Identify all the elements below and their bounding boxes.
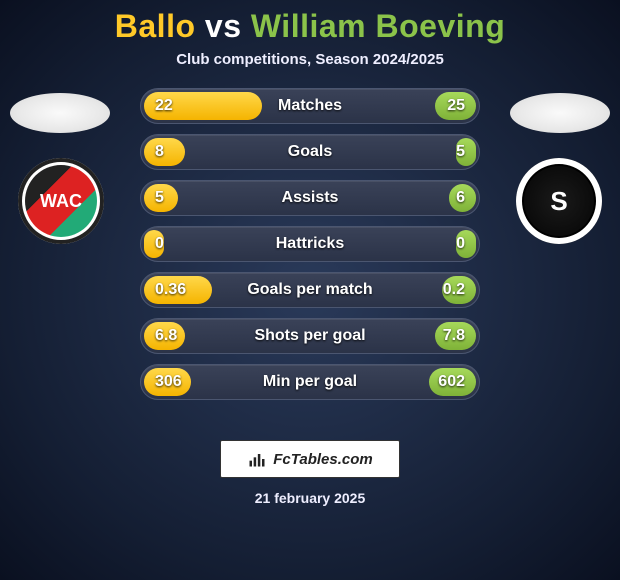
chart-icon [247,449,267,469]
player1-crest: WAC [18,158,104,244]
player2-crest: S [516,158,602,244]
player2-crest-text: S [550,186,567,217]
player1-name: Ballo [115,8,196,44]
stat-value-p2: 6 [442,189,479,207]
subtitle: Club competitions, Season 2024/2025 [0,51,620,68]
stat-row: 306Min per goal602 [140,364,480,400]
comparison-title: Ballo vs William Boeving [0,0,620,45]
player2-name: William Boeving [251,8,505,44]
stat-label: Assists [141,189,479,207]
player1-silhouette [10,93,110,133]
stat-label: Hattricks [141,235,479,253]
stat-label: Matches [141,97,479,115]
footer-date: 21 february 2025 [0,490,620,506]
stat-value-p2: 602 [424,373,479,391]
brand-text: FcTables.com [273,451,372,468]
stat-value-p2: 5 [442,143,479,161]
vs-text: vs [205,8,242,44]
stat-value-p2: 0 [442,235,479,253]
stat-row: 0Hattricks0 [140,226,480,262]
stat-value-p2: 7.8 [429,327,479,345]
stat-row: 6.8Shots per goal7.8 [140,318,480,354]
comparison-stage: WAC S 22Matches258Goals55Assists60Hattri… [0,88,620,428]
stat-value-p2: 25 [433,97,479,115]
stat-row: 8Goals5 [140,134,480,170]
stat-row: 0.36Goals per match0.2 [140,272,480,308]
stat-row: 22Matches25 [140,88,480,124]
player2-silhouette [510,93,610,133]
stat-row: 5Assists6 [140,180,480,216]
brand-badge: FcTables.com [220,440,400,478]
player1-crest-text: WAC [25,165,97,237]
stat-rows: 22Matches258Goals55Assists60Hattricks00.… [140,88,480,410]
stat-value-p2: 0.2 [429,281,479,299]
stat-label: Goals [141,143,479,161]
